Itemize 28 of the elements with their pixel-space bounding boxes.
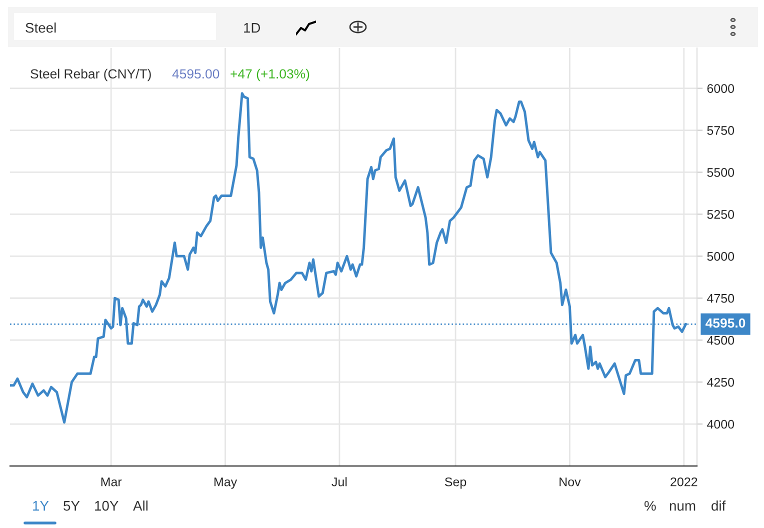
text: Steel Rebar (CNY/T) [30,68,151,82]
x-tick-label: Jul [332,477,347,486]
text: Steel [26,22,56,33]
y-tick-label: 4500 [707,336,734,345]
x-tick-label: 2022 [670,477,698,486]
y-tick-label: 5250 [707,210,734,219]
text: % [644,500,656,511]
y-tick-label: 5000 [707,252,734,261]
y-tick-label: 5750 [707,126,734,135]
text: 1D [244,23,260,33]
x-tick-label: Sep [444,477,466,489]
text: dif [712,500,726,511]
x-tick-label: Mar [101,478,122,486]
x-tick-label: May [214,478,238,489]
annotation: +47 (+1.03%) [230,68,310,82]
x-tick-label: Nov [560,478,581,486]
text: 10Y [95,500,118,511]
ref-line-label: 4595.0 [706,318,746,328]
y-tick-label: 4250 [707,378,734,387]
text: All [133,500,148,511]
text: num [670,503,696,511]
y-tick-label: 4000 [707,420,734,429]
y-tick-label: 6000 [707,84,734,93]
text: 5Y [64,501,80,511]
annotation: 4595.00 [172,69,220,79]
text: 1Y [33,501,49,511]
y-tick-label: 4750 [707,294,734,303]
y-tick-label: 5500 [707,168,734,177]
